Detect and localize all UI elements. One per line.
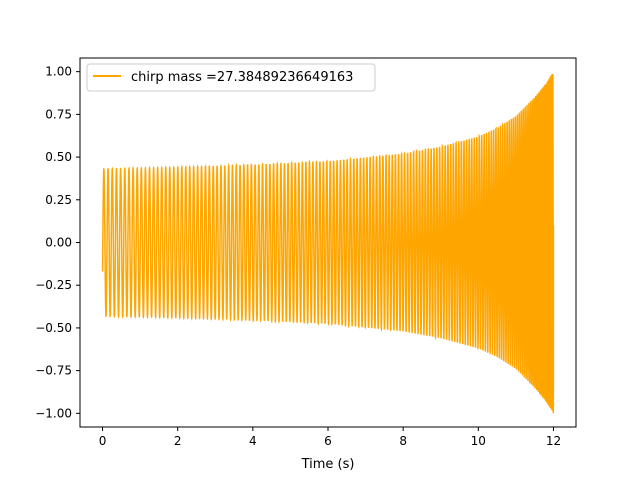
y-tick-label: −0.50 — [35, 321, 72, 335]
legend-label: chirp mass =27.38489236649163 — [131, 70, 353, 85]
y-tick-label: 0.00 — [45, 236, 72, 250]
y-tick-label: 0.25 — [45, 193, 72, 207]
x-tick-label: 4 — [249, 434, 257, 448]
y-tick-label: 0.75 — [45, 107, 72, 121]
y-tick-label: −0.75 — [35, 364, 72, 378]
y-axis: −1.00 −0.75 −0.50 −0.25 0.00 0.25 0.50 0.75 1.00 — [35, 65, 80, 420]
x-axis: 0 2 4 6 8 10 12 — [99, 427, 561, 448]
x-tick-label: 12 — [546, 434, 561, 448]
x-tick-label: 2 — [174, 434, 182, 448]
y-tick-label: −0.25 — [35, 278, 72, 292]
x-tick-label: 6 — [324, 434, 332, 448]
x-tick-label: 10 — [471, 434, 486, 448]
x-axis-label: Time (s) — [301, 457, 355, 472]
y-tick-label: −1.00 — [35, 406, 72, 420]
x-tick-label: 0 — [99, 434, 107, 448]
legend: chirp mass =27.38489236649163 — [86, 63, 376, 92]
y-tick-label: 0.50 — [45, 150, 72, 164]
legend-box — [86, 63, 376, 92]
chirp-series-line — [101, 73, 555, 414]
series-layer — [101, 73, 555, 414]
x-tick-label: 8 — [399, 434, 407, 448]
y-tick-label: 1.00 — [45, 65, 72, 79]
